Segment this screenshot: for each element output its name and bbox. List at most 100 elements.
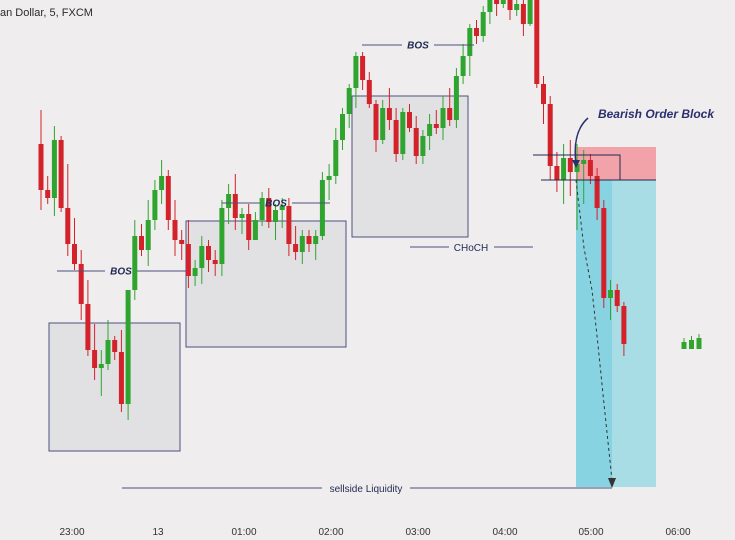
candle — [554, 152, 560, 192]
candle-body — [601, 208, 607, 298]
x-axis: 23:00 13 01:00 02:00 03:00 04:00 05:00 06:00 — [59, 527, 690, 538]
candle — [333, 128, 339, 184]
candle-body — [118, 352, 124, 404]
candle — [326, 164, 332, 200]
candle — [313, 230, 319, 260]
candle — [386, 88, 392, 130]
candle-body — [561, 158, 567, 180]
candle — [159, 160, 165, 204]
candle — [252, 212, 258, 240]
candle-body — [587, 160, 593, 176]
candle — [199, 236, 205, 284]
candle-body — [474, 28, 479, 36]
candle-body — [98, 364, 104, 368]
candle-body — [279, 206, 285, 210]
order-block-label: Bearish Order Block — [598, 107, 715, 121]
candle — [306, 230, 312, 252]
candle-body — [152, 190, 158, 220]
candle — [594, 168, 600, 220]
projection-path — [575, 179, 613, 481]
candle — [567, 140, 573, 196]
candle — [219, 200, 225, 276]
order-block-arrowhead — [572, 160, 580, 168]
candle — [72, 218, 77, 270]
candle — [541, 76, 546, 124]
candle-body — [326, 176, 332, 180]
candle — [467, 24, 473, 76]
candle — [112, 336, 118, 360]
candle-body — [567, 158, 573, 172]
candles — [38, 0, 702, 420]
candle-body — [206, 246, 211, 260]
x-tick-label: 05:00 — [578, 527, 603, 538]
candle-body — [125, 290, 131, 404]
x-tick-label: 04:00 — [492, 527, 517, 538]
candle — [587, 154, 593, 184]
order-block-arrow — [574, 117, 589, 165]
candle-body — [112, 340, 118, 352]
candle-body — [286, 206, 292, 244]
candle-body — [293, 244, 299, 252]
candle — [346, 84, 352, 128]
candle-body — [514, 4, 520, 10]
candle — [601, 200, 607, 308]
candle — [58, 136, 64, 212]
candle — [105, 320, 111, 370]
candle-body — [313, 236, 319, 244]
zones-layer — [576, 147, 656, 487]
candle-body — [252, 220, 258, 240]
x-tick-label: 13 — [152, 527, 164, 538]
candle — [226, 184, 232, 224]
candle-body — [480, 12, 486, 36]
choch-label: CHoCH — [454, 243, 488, 254]
candle-body — [413, 128, 419, 156]
candle-body — [273, 210, 278, 222]
x-tick-label: 06:00 — [665, 527, 690, 538]
projection-arrowhead — [608, 478, 616, 488]
candle-body — [696, 338, 702, 349]
candle — [259, 192, 265, 226]
candle-body — [226, 194, 232, 208]
candle-body — [494, 0, 500, 4]
candle-body — [420, 136, 426, 156]
candle-body — [427, 124, 433, 136]
candle-body — [78, 264, 84, 304]
candle — [500, 0, 506, 8]
x-tick-label: 02:00 — [318, 527, 343, 538]
candle-body — [541, 84, 546, 104]
candle-body — [534, 0, 540, 84]
candle — [293, 226, 299, 260]
order-block-outline — [533, 154, 621, 180]
candle-body — [239, 214, 245, 218]
candle — [206, 240, 211, 272]
candle — [51, 126, 57, 216]
candle-body — [58, 140, 64, 208]
candle-body — [547, 104, 553, 166]
candle — [273, 204, 278, 240]
candle — [279, 198, 285, 228]
candle-body — [185, 244, 191, 276]
candle-body — [192, 268, 198, 276]
candle-body — [386, 108, 392, 120]
candle — [494, 0, 500, 16]
candle — [534, 0, 540, 88]
liquidity-label: sellside Liquidity — [330, 484, 403, 495]
candle-body — [45, 190, 51, 198]
candle-body — [346, 88, 352, 114]
candle — [366, 72, 372, 108]
candle — [179, 230, 185, 260]
candle-body — [306, 236, 312, 244]
candle-body — [360, 56, 366, 80]
candle — [447, 88, 453, 126]
candle — [38, 110, 44, 210]
target-zone-strong — [576, 180, 612, 487]
annotations: BOS BOS BOS CHoCH Bearish Order Block sellsid… — [57, 41, 715, 495]
candle-body — [85, 304, 91, 350]
candle-body — [65, 208, 71, 244]
candle-body — [400, 112, 406, 154]
candle — [520, 0, 526, 36]
candle — [172, 200, 178, 256]
candle-body — [407, 112, 412, 128]
candle — [266, 188, 272, 228]
x-tick-label: 23:00 — [59, 527, 84, 538]
